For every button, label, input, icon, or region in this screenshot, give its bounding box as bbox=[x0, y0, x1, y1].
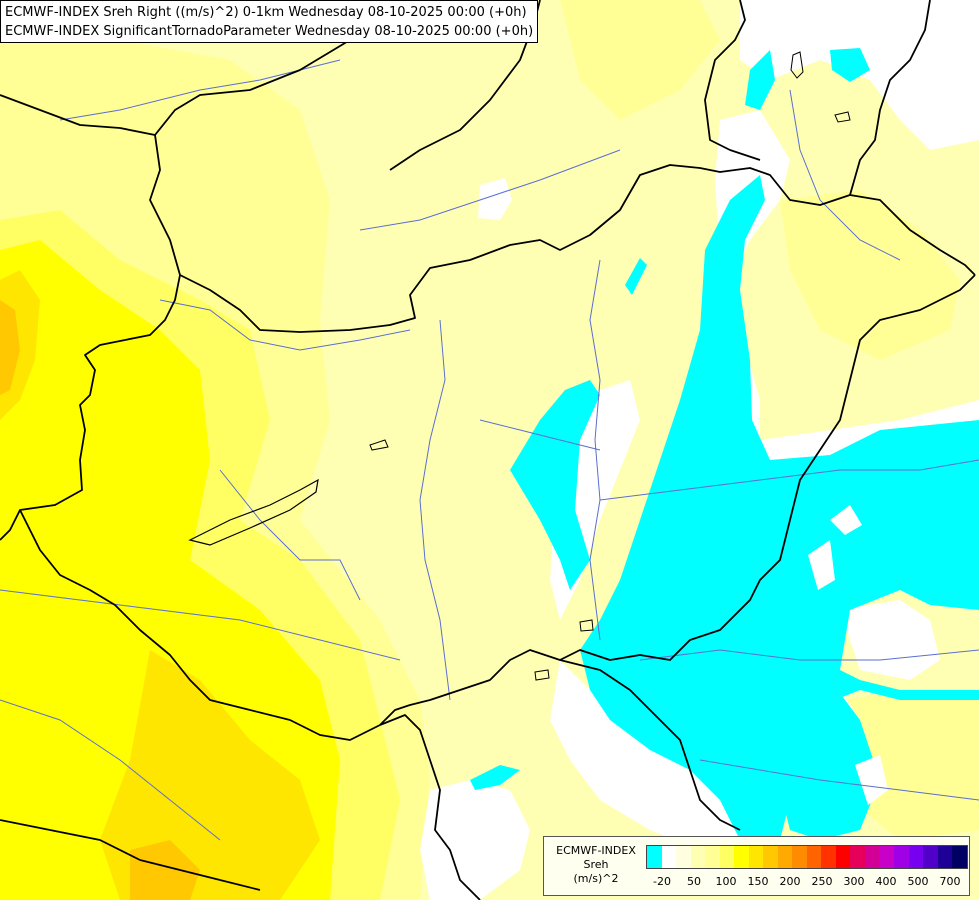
border-austria-czech bbox=[0, 94, 181, 341]
river-1 bbox=[419, 319, 451, 701]
shading-orange-south bbox=[130, 840, 200, 900]
river-13 bbox=[479, 419, 601, 451]
river-7 bbox=[359, 149, 621, 231]
legend-swatch bbox=[647, 846, 662, 868]
legend-swatches bbox=[646, 845, 968, 869]
legend-ticks: -20 50 100 150 200 250 300 400 500 700 bbox=[646, 875, 966, 891]
lake-small-2 bbox=[790, 51, 804, 79]
legend-tick-label: 250 bbox=[811, 875, 833, 888]
lake-small-3 bbox=[834, 111, 851, 123]
legend-swatch bbox=[777, 846, 793, 868]
legend-swatch bbox=[952, 846, 967, 868]
shading-cyan-sw bbox=[470, 765, 520, 790]
legend-swatch bbox=[690, 846, 706, 868]
shading-cyan-main bbox=[580, 175, 979, 860]
legend-swatch bbox=[748, 846, 764, 868]
legend-swatch bbox=[661, 846, 677, 868]
border-poland-ukraine bbox=[849, 0, 931, 196]
border-croatia-serbia bbox=[379, 714, 481, 900]
river-6 bbox=[639, 649, 979, 661]
legend-tick-label: 300 bbox=[843, 875, 865, 888]
title-line-2: ECMWF-INDEX SignificantTornadoParameter … bbox=[5, 24, 534, 39]
shading-yellow-core bbox=[0, 240, 340, 900]
lake-small-4 bbox=[534, 669, 550, 681]
legend-swatch bbox=[864, 846, 880, 868]
legend-swatch bbox=[821, 846, 836, 868]
legend-swatch bbox=[879, 846, 895, 868]
shading-yellow-se bbox=[840, 690, 979, 840]
lake-balaton bbox=[188, 478, 319, 546]
border-slovakia-hungary bbox=[179, 164, 976, 333]
river-3 bbox=[159, 299, 411, 351]
legend-tick-label: -20 bbox=[653, 875, 671, 888]
legend-swatch bbox=[894, 846, 909, 868]
color-legend: ECMWF-INDEX Sreh (m/s)^2 -20 50 100 150 200 2… bbox=[543, 836, 970, 896]
legend-swatch bbox=[719, 846, 735, 868]
legend-tick-label: 700 bbox=[939, 875, 961, 888]
border-slovenia-croatia bbox=[19, 509, 381, 741]
river-9 bbox=[0, 699, 221, 841]
shading-cyan-blob1 bbox=[830, 48, 870, 82]
river-4 bbox=[0, 589, 401, 661]
shading-cyan-ne bbox=[745, 50, 775, 110]
legend-tick-label: 50 bbox=[687, 875, 701, 888]
legend-tick-label: 200 bbox=[779, 875, 801, 888]
shading-white-hole3 bbox=[855, 755, 888, 805]
legend-swatch bbox=[923, 846, 938, 868]
shading-white-hole1 bbox=[830, 505, 862, 535]
river-11 bbox=[789, 89, 901, 261]
shading-white-sw bbox=[420, 780, 530, 900]
shading-cyan-south bbox=[780, 680, 880, 840]
legend-tick-label: 400 bbox=[875, 875, 897, 888]
shading-gold-south bbox=[100, 650, 320, 900]
shading-cyan-sliver bbox=[625, 258, 647, 295]
rivers bbox=[0, 59, 979, 841]
legend-swatch bbox=[937, 846, 953, 868]
border-romania-serbia bbox=[559, 659, 741, 831]
border-croatia-south bbox=[0, 819, 261, 891]
shading-white-hole2 bbox=[808, 540, 835, 590]
shading-white-blob bbox=[478, 178, 512, 220]
river-12 bbox=[219, 469, 361, 601]
river-8 bbox=[59, 59, 341, 121]
legend-swatch bbox=[806, 846, 822, 868]
river-10 bbox=[699, 759, 979, 801]
shading-yellow-east bbox=[560, 0, 720, 120]
legend-tick-label: 500 bbox=[907, 875, 929, 888]
map-title-box: ECMWF-INDEX Sreh Right ((m/s)^2) 0-1km W… bbox=[0, 0, 539, 43]
legend-swatch bbox=[676, 846, 691, 868]
legend-tick-label: 100 bbox=[715, 875, 737, 888]
river-5 bbox=[599, 459, 979, 501]
legend-title: ECMWF-INDEX Sreh (m/s)^2 bbox=[548, 844, 644, 886]
legend-swatch bbox=[850, 846, 865, 868]
legend-title-model: ECMWF-INDEX bbox=[556, 844, 636, 857]
shading-white-ne bbox=[710, 110, 979, 470]
border-hungary-east-inner bbox=[704, 0, 761, 161]
river-2 bbox=[589, 259, 601, 641]
title-line-1: ECMWF-INDEX Sreh Right ((m/s)^2) 0-1km W… bbox=[5, 5, 527, 20]
legend-swatch bbox=[908, 846, 924, 868]
shading-cyan-west-band bbox=[510, 380, 600, 590]
legend-tick-label: 150 bbox=[747, 875, 769, 888]
lake-small-5 bbox=[579, 619, 594, 632]
legend-swatch bbox=[705, 846, 720, 868]
legend-title-unit: (m/s)^2 bbox=[573, 872, 619, 885]
shading-orange-west bbox=[0, 300, 20, 395]
legend-swatch bbox=[763, 846, 778, 868]
legend-swatch bbox=[835, 846, 851, 868]
border-ukraine bbox=[379, 274, 976, 726]
legend-title-variable: Sreh bbox=[583, 858, 609, 871]
lake-small-1 bbox=[369, 439, 389, 451]
legend-swatch bbox=[792, 846, 807, 868]
legend-swatch bbox=[734, 846, 749, 868]
